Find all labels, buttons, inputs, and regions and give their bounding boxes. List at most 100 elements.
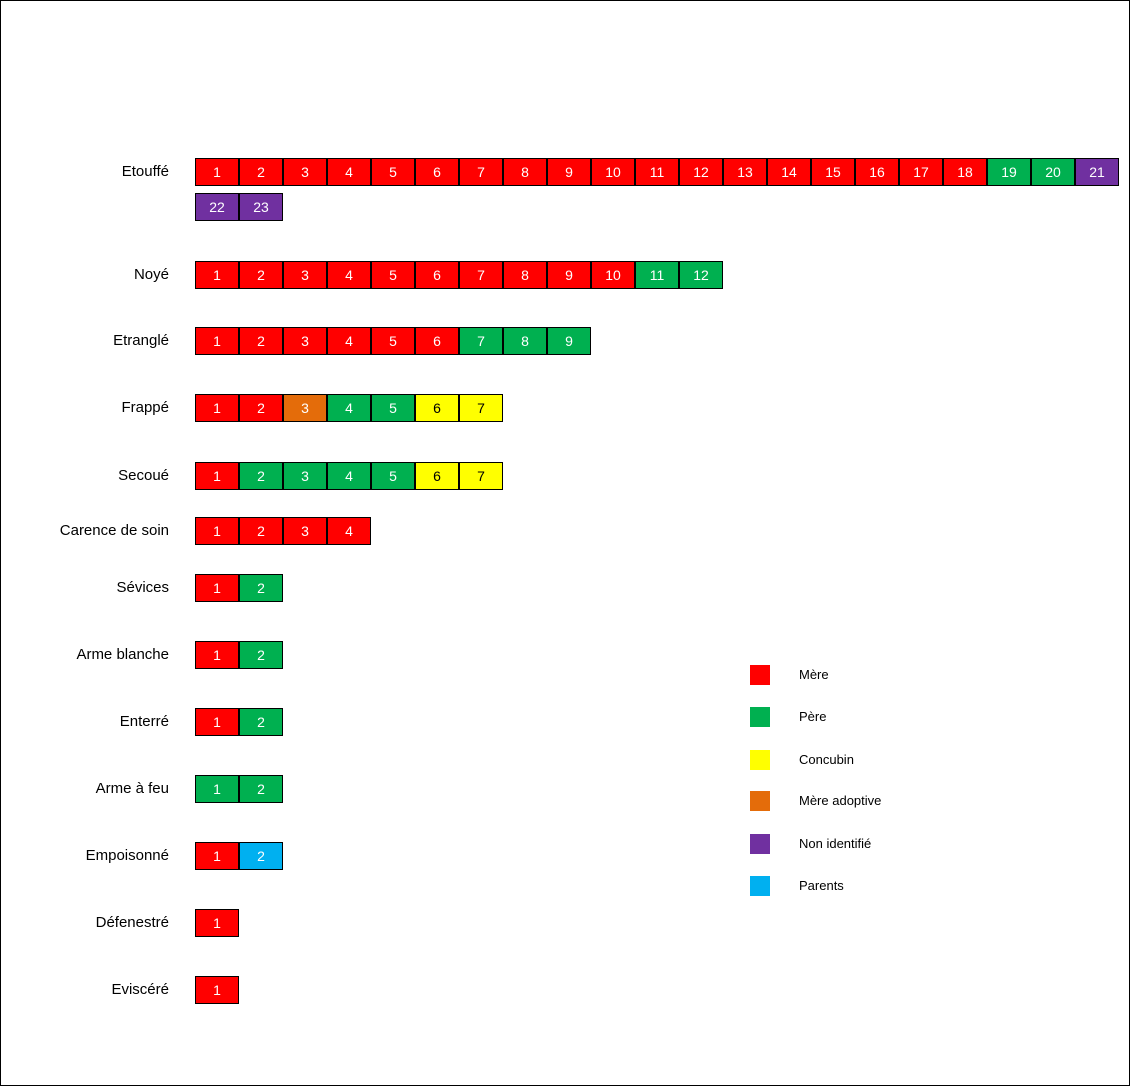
case-cell: 7 (459, 327, 503, 355)
case-cell: 1 (195, 708, 239, 736)
case-cell: 5 (371, 462, 415, 490)
case-cell: 12 (679, 158, 723, 186)
legend-label: Père (799, 709, 827, 724)
case-cell: 11 (635, 158, 679, 186)
row-label: Etouffé (121, 163, 169, 180)
case-cell: 5 (371, 394, 415, 422)
row-label: Arme à feu (95, 780, 169, 797)
case-cell: 1 (195, 641, 239, 669)
legend-swatch (750, 707, 770, 727)
case-cell: 3 (283, 261, 327, 289)
case-cell: 5 (371, 327, 415, 355)
case-cell: 3 (283, 517, 327, 545)
case-cell: 6 (415, 158, 459, 186)
case-cell: 4 (327, 261, 371, 289)
case-cell: 3 (283, 158, 327, 186)
row-label: Frappé (121, 399, 169, 416)
case-cell: 4 (327, 327, 371, 355)
case-cell: 21 (1075, 158, 1119, 186)
legend-swatch (750, 876, 770, 896)
case-cell: 7 (459, 261, 503, 289)
row-label: Secoué (118, 467, 169, 484)
case-cell: 3 (283, 327, 327, 355)
case-cell: 2 (239, 261, 283, 289)
case-cell: 4 (327, 158, 371, 186)
case-cell: 2 (239, 462, 283, 490)
case-cell: 5 (371, 158, 415, 186)
legend-label: Parents (799, 878, 844, 893)
case-cell: 2 (239, 394, 283, 422)
row-label: Enterré (119, 713, 169, 730)
legend-label: Mère adoptive (799, 793, 882, 808)
row-label: Défenestré (95, 914, 169, 931)
case-cell: 1 (195, 775, 239, 803)
legend-swatch (750, 665, 770, 685)
case-cell: 3 (283, 462, 327, 490)
case-cell: 8 (503, 158, 547, 186)
case-cell: 16 (855, 158, 899, 186)
case-cell: 1 (195, 842, 239, 870)
case-cell: 5 (371, 261, 415, 289)
case-cell: 7 (459, 394, 503, 422)
case-cell: 1 (195, 158, 239, 186)
row-label: Noyé (133, 266, 169, 283)
row-label: Carence de soin (59, 522, 169, 539)
legend-label: Mère (799, 667, 829, 682)
case-cell: 6 (415, 462, 459, 490)
row-label: Arme blanche (76, 646, 169, 663)
case-cell: 1 (195, 261, 239, 289)
case-cell: 2 (239, 327, 283, 355)
case-cell: 1 (195, 909, 239, 937)
case-cell: 13 (723, 158, 767, 186)
case-cell: 9 (547, 261, 591, 289)
legend-label: Non identifié (799, 836, 872, 851)
case-cell: 4 (327, 462, 371, 490)
row-label: Etranglé (113, 332, 169, 349)
case-cell: 14 (767, 158, 811, 186)
legend-swatch (750, 791, 770, 811)
case-cell: 1 (195, 462, 239, 490)
case-cell: 8 (503, 261, 547, 289)
case-cell: 17 (899, 158, 943, 186)
case-cell: 8 (503, 327, 547, 355)
legend-label: Concubin (799, 752, 854, 767)
case-cell: 7 (459, 158, 503, 186)
case-cell: 4 (327, 517, 371, 545)
case-cell: 15 (811, 158, 855, 186)
case-cell: 2 (239, 708, 283, 736)
case-cell: 10 (591, 158, 635, 186)
row-label: Eviscéré (111, 981, 169, 998)
legend-swatch (750, 834, 770, 854)
legend-swatch (750, 750, 770, 770)
case-cell: 2 (239, 641, 283, 669)
case-cell: 2 (239, 775, 283, 803)
case-cell: 1 (195, 517, 239, 545)
case-cell: 9 (547, 158, 591, 186)
case-cell: 10 (591, 261, 635, 289)
row-label: Sévices (116, 579, 169, 596)
case-cell: 1 (195, 327, 239, 355)
case-cell: 2 (239, 158, 283, 186)
case-cell: 7 (459, 462, 503, 490)
case-cell: 9 (547, 327, 591, 355)
case-cell: 1 (195, 574, 239, 602)
case-cell: 4 (327, 394, 371, 422)
case-cell: 2 (239, 574, 283, 602)
case-cell: 6 (415, 394, 459, 422)
case-cell: 11 (635, 261, 679, 289)
case-cell: 6 (415, 327, 459, 355)
case-cell: 1 (195, 394, 239, 422)
case-cell: 3 (283, 394, 327, 422)
case-cell: 2 (239, 517, 283, 545)
case-cell: 18 (943, 158, 987, 186)
row-label: Empoisonné (85, 847, 169, 864)
case-cell: 19 (987, 158, 1031, 186)
case-cell: 12 (679, 261, 723, 289)
case-cell: 20 (1031, 158, 1075, 186)
case-cell: 6 (415, 261, 459, 289)
case-cell: 22 (195, 193, 239, 221)
case-cell: 1 (195, 976, 239, 1004)
case-cell: 2 (239, 842, 283, 870)
case-cell: 23 (239, 193, 283, 221)
